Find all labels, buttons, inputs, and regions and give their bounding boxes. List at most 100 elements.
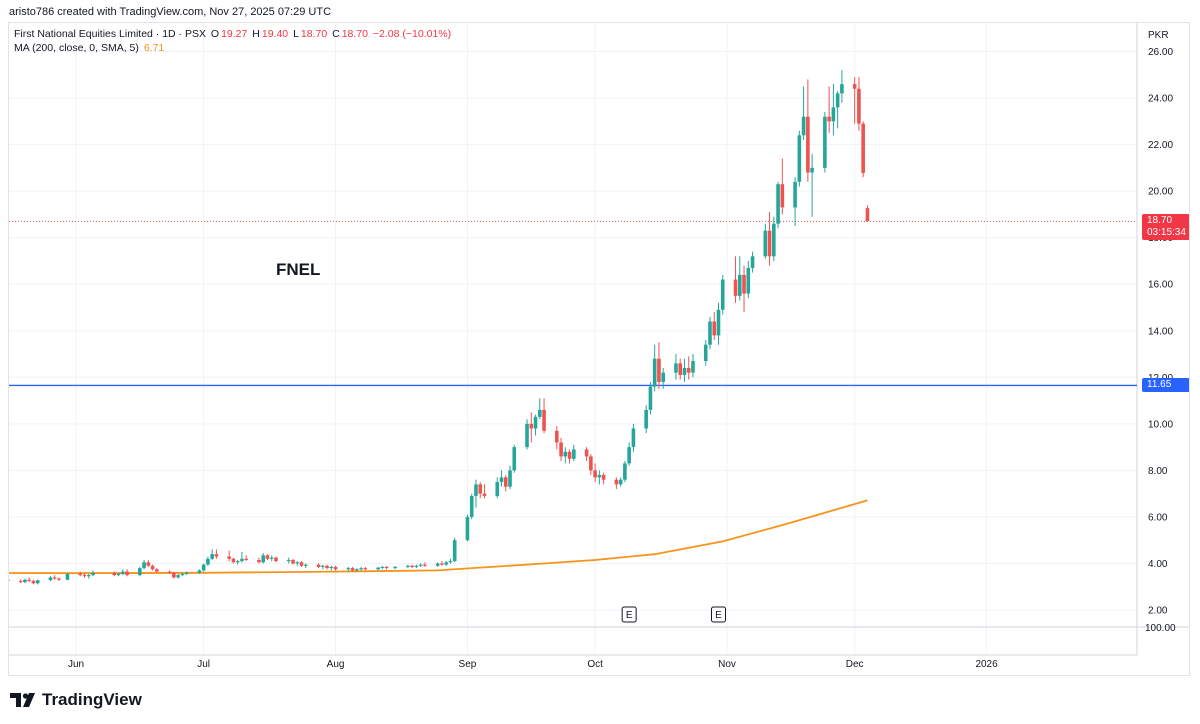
candle-body xyxy=(618,479,623,485)
candle-body xyxy=(57,578,61,580)
candle-body xyxy=(291,559,295,564)
y-tick-label: 26.00 xyxy=(1148,47,1173,58)
candle-body xyxy=(559,442,563,457)
candle-body xyxy=(210,554,214,559)
symbol-name: First National Equities Limited · 1D · P… xyxy=(14,28,206,40)
candle-body xyxy=(286,559,291,562)
candle-body xyxy=(150,565,155,570)
candle-body xyxy=(406,565,410,567)
earnings-marker-label: E xyxy=(626,610,633,621)
candle-body xyxy=(48,577,53,581)
candle-body xyxy=(601,475,606,480)
candle-body xyxy=(831,107,836,122)
candle-body xyxy=(623,463,627,480)
candle-body xyxy=(261,555,266,563)
candle-body xyxy=(303,564,308,566)
candle-body xyxy=(86,575,91,577)
candle-body xyxy=(333,566,338,570)
candle-body xyxy=(91,572,95,576)
symbol-watermark: FNEL xyxy=(276,260,321,279)
x-tick-label: Sep xyxy=(459,659,477,670)
low-value: 18.70 xyxy=(300,28,328,40)
candle-body xyxy=(780,184,785,208)
candle-body xyxy=(631,428,636,448)
y-tick-label: 20.00 xyxy=(1148,187,1173,198)
candle-body xyxy=(827,116,831,122)
candle-body xyxy=(857,88,861,124)
currency-label[interactable]: PKR xyxy=(1148,30,1169,41)
y-tick-label: 22.00 xyxy=(1148,140,1173,151)
candle-body xyxy=(861,123,865,173)
candle-body xyxy=(176,575,180,578)
candle-body xyxy=(644,409,648,429)
y-tick-label: 16.00 xyxy=(1148,280,1173,291)
open-value: 19.27 xyxy=(221,28,248,40)
candle-body xyxy=(121,571,125,574)
candle-body xyxy=(167,571,172,573)
candle-body xyxy=(125,571,129,576)
candle-body xyxy=(214,554,219,557)
candle-body xyxy=(393,566,397,569)
candle-body xyxy=(440,563,444,565)
last-price-value: 18.70 xyxy=(1147,215,1173,226)
candle-body xyxy=(240,558,244,562)
ma-value: 6.71 xyxy=(143,42,165,54)
candle-body xyxy=(529,423,534,429)
candle-body xyxy=(563,451,568,457)
candle-body xyxy=(478,484,483,494)
candle-body xyxy=(355,569,359,571)
candle-body xyxy=(320,565,325,567)
candle-body xyxy=(737,274,742,296)
candle-body xyxy=(661,372,665,382)
candle-body xyxy=(678,363,683,375)
candle-body xyxy=(555,430,559,443)
candle-body xyxy=(469,495,474,517)
candle-body xyxy=(418,564,423,566)
candle-body xyxy=(495,482,500,496)
candle-body xyxy=(452,540,457,562)
candle-body xyxy=(65,573,70,580)
candle-body xyxy=(329,566,334,569)
high-label: H xyxy=(252,28,260,40)
candle-body xyxy=(763,230,768,257)
candle-body xyxy=(363,568,368,570)
candle-body xyxy=(18,580,23,583)
candle-body xyxy=(533,416,538,429)
candle-body xyxy=(810,167,814,173)
candle-body xyxy=(537,409,542,417)
candle-body xyxy=(499,477,504,483)
candle-body xyxy=(52,577,57,579)
ma-legend: MA (200, close, 0, SMA, 5) 6.71 xyxy=(14,42,166,54)
candle-body xyxy=(716,309,721,336)
candle-body xyxy=(593,470,597,478)
candle-body xyxy=(155,569,159,572)
open-label: O xyxy=(210,28,220,40)
chart-frame[interactable]: 2.004.006.008.0010.0012.0014.0016.0018.0… xyxy=(8,22,1190,676)
candle-body xyxy=(23,579,27,583)
candle-body xyxy=(235,561,240,563)
candle-body xyxy=(227,556,231,559)
candle-body xyxy=(835,93,840,108)
candle-body xyxy=(801,116,806,136)
candle-body xyxy=(414,565,419,567)
x-tick-label: Aug xyxy=(327,659,345,670)
candle-body xyxy=(512,447,517,471)
chart-canvas[interactable]: 2.004.006.008.0010.0012.0014.0016.0018.0… xyxy=(9,23,1190,676)
candle-body xyxy=(708,321,712,345)
candle-body xyxy=(474,484,478,496)
candle-body xyxy=(316,564,321,567)
earnings-marker-label: E xyxy=(715,610,722,621)
candle-body xyxy=(231,558,236,563)
candle-body xyxy=(410,565,414,567)
volume-scale-label: 100.00 xyxy=(1145,623,1176,634)
candle-body xyxy=(614,479,619,485)
candle-body xyxy=(257,559,261,563)
x-tick-label: Oct xyxy=(587,659,603,670)
candle-body xyxy=(274,557,278,562)
change-value: −2.08 (−10.01%) xyxy=(372,28,452,40)
candle-body xyxy=(138,568,142,576)
candle-body xyxy=(423,564,427,566)
candle-body xyxy=(525,423,529,448)
candle-body xyxy=(465,516,470,541)
candle-body xyxy=(206,558,210,565)
